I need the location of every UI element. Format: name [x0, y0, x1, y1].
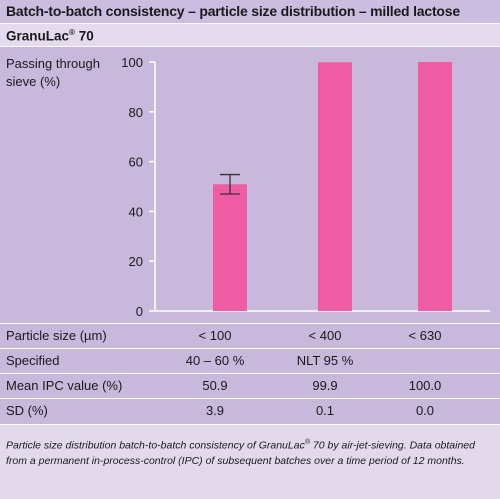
- subtitle-bar: GranuLac® 70: [0, 24, 500, 47]
- table-cell: 50.9: [202, 378, 228, 393]
- row-label: Mean IPC value (%): [6, 378, 123, 393]
- table-cell: 0.0: [415, 403, 435, 418]
- table-cell: < 100: [198, 328, 232, 343]
- y-tick-label: 100: [121, 55, 143, 70]
- table-row-sd: SD (%) 3.9 0.1 0.0: [0, 398, 500, 421]
- table-cell: 40 – 60 %: [185, 353, 245, 368]
- product-name: GranuLac® 70: [6, 28, 94, 44]
- registered-mark: ®: [69, 28, 75, 37]
- table-cell: < 630: [408, 328, 442, 343]
- y-tick-label: 60: [129, 155, 143, 170]
- caption-part: 70 by air-jet-sieving. Data obtained fro…: [6, 439, 475, 467]
- table-row-mean-ipc: Mean IPC value (%) 50.9 99.9 100.0: [0, 373, 500, 396]
- row-label: Particle size (µm): [6, 328, 107, 343]
- table-cell: 99.9: [312, 378, 338, 393]
- table-cell: 100.0: [408, 378, 442, 393]
- bar: [213, 184, 247, 311]
- row-label: SD (%): [6, 403, 48, 418]
- bar-chart: 0 20 40 60 80 100: [121, 55, 490, 319]
- caption-text: Particle size distribution batch-to-batc…: [6, 435, 490, 469]
- table-cell: 0.1: [315, 403, 335, 418]
- registered-mark: ®: [304, 439, 310, 446]
- caption-box: Particle size distribution batch-to-batc…: [0, 424, 500, 499]
- title-bar: Batch-to-batch consistency – particle si…: [0, 0, 500, 24]
- bar: [318, 62, 352, 312]
- table-row-specified: Specified 40 – 60 % NLT 95 %: [0, 348, 500, 371]
- y-axis-label: Passing through sieve (%): [6, 56, 100, 89]
- row-label: Specified: [6, 353, 60, 368]
- table-cell: < 400: [308, 328, 342, 343]
- table-cell: 3.9: [205, 403, 225, 418]
- product-grade: 70: [74, 28, 94, 44]
- y-tick-label: 40: [129, 204, 143, 219]
- table-cell: NLT 95 %: [296, 353, 354, 368]
- table-row-particle-size: Particle size (µm) < 100 < 400 < 630: [0, 323, 500, 346]
- y-tick-label: 20: [129, 254, 143, 269]
- y-tick-label: 0: [136, 304, 143, 319]
- caption-part: Particle size distribution batch-to-batc…: [6, 439, 305, 452]
- y-tick-label: 80: [129, 105, 143, 120]
- product-brand: GranuLac: [6, 28, 70, 44]
- bar: [418, 62, 452, 311]
- chart-title: Batch-to-batch consistency – particle si…: [6, 3, 460, 19]
